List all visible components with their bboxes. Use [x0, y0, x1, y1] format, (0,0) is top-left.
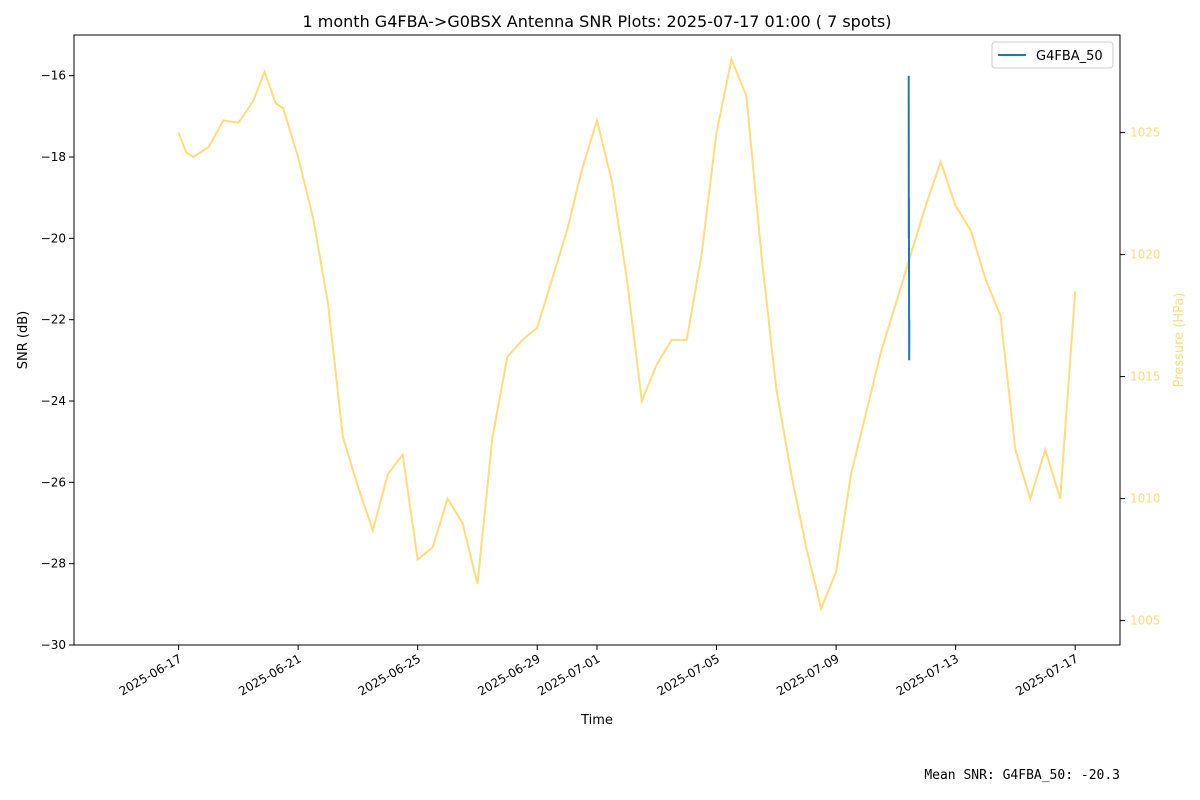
y2-tick-label: 1005 — [1130, 614, 1161, 628]
legend: G4FBA_50 — [991, 41, 1114, 69]
y-axis-label: SNR (dB) — [16, 311, 31, 369]
x-tick-label: 2025-06-25 — [356, 651, 423, 698]
plot-frame — [73, 34, 1121, 646]
plot-area: −30 −28 −26 −24 −22 −20 −18 −16 1005 1010 1015 1020… — [41, 34, 1161, 698]
y-tick-label: −30 — [41, 638, 66, 652]
y-tick-label: −22 — [41, 313, 66, 327]
legend-box — [991, 41, 1114, 69]
snr-line-g4fba-50 — [907, 75, 911, 361]
x-axis-label: Time — [580, 713, 613, 728]
y2-axis-label: Pressure (HPa) — [1172, 293, 1187, 388]
y-tick-label: −20 — [41, 231, 66, 245]
y-tick-label: −16 — [41, 69, 66, 83]
x-tick-label: 2025-06-29 — [475, 651, 542, 698]
x-tick-label: 2025-07-05 — [655, 651, 722, 698]
x-tick-label: 2025-07-01 — [535, 651, 602, 698]
y-tick-label: −18 — [41, 150, 66, 164]
x-tick-label: 2025-06-17 — [117, 651, 184, 698]
y2-tick-label: 1010 — [1130, 492, 1161, 506]
y2-tick-label: 1025 — [1130, 126, 1161, 140]
y2-tick-label: 1020 — [1130, 248, 1161, 262]
mean-snr-note: Mean SNR: G4FBA_50: -20.3 — [924, 768, 1120, 783]
pressure-line — [177, 55, 1077, 612]
y-tick-label: −28 — [41, 557, 66, 571]
y2-tick-label: 1015 — [1130, 370, 1161, 384]
chart-title: 1 month G4FBA->G0BSX Antenna SNR Plots: … — [303, 12, 892, 31]
y-tick-label: −24 — [41, 394, 66, 408]
x-tick-label: 2025-07-17 — [1013, 651, 1080, 698]
x-tick-label: 2025-06-21 — [236, 651, 303, 698]
x-tick-label: 2025-07-09 — [774, 651, 841, 698]
y-tick-label: −26 — [41, 475, 66, 489]
legend-label-g4fba-50: G4FBA_50 — [1036, 49, 1103, 64]
x-tick-label: 2025-07-13 — [894, 651, 961, 698]
